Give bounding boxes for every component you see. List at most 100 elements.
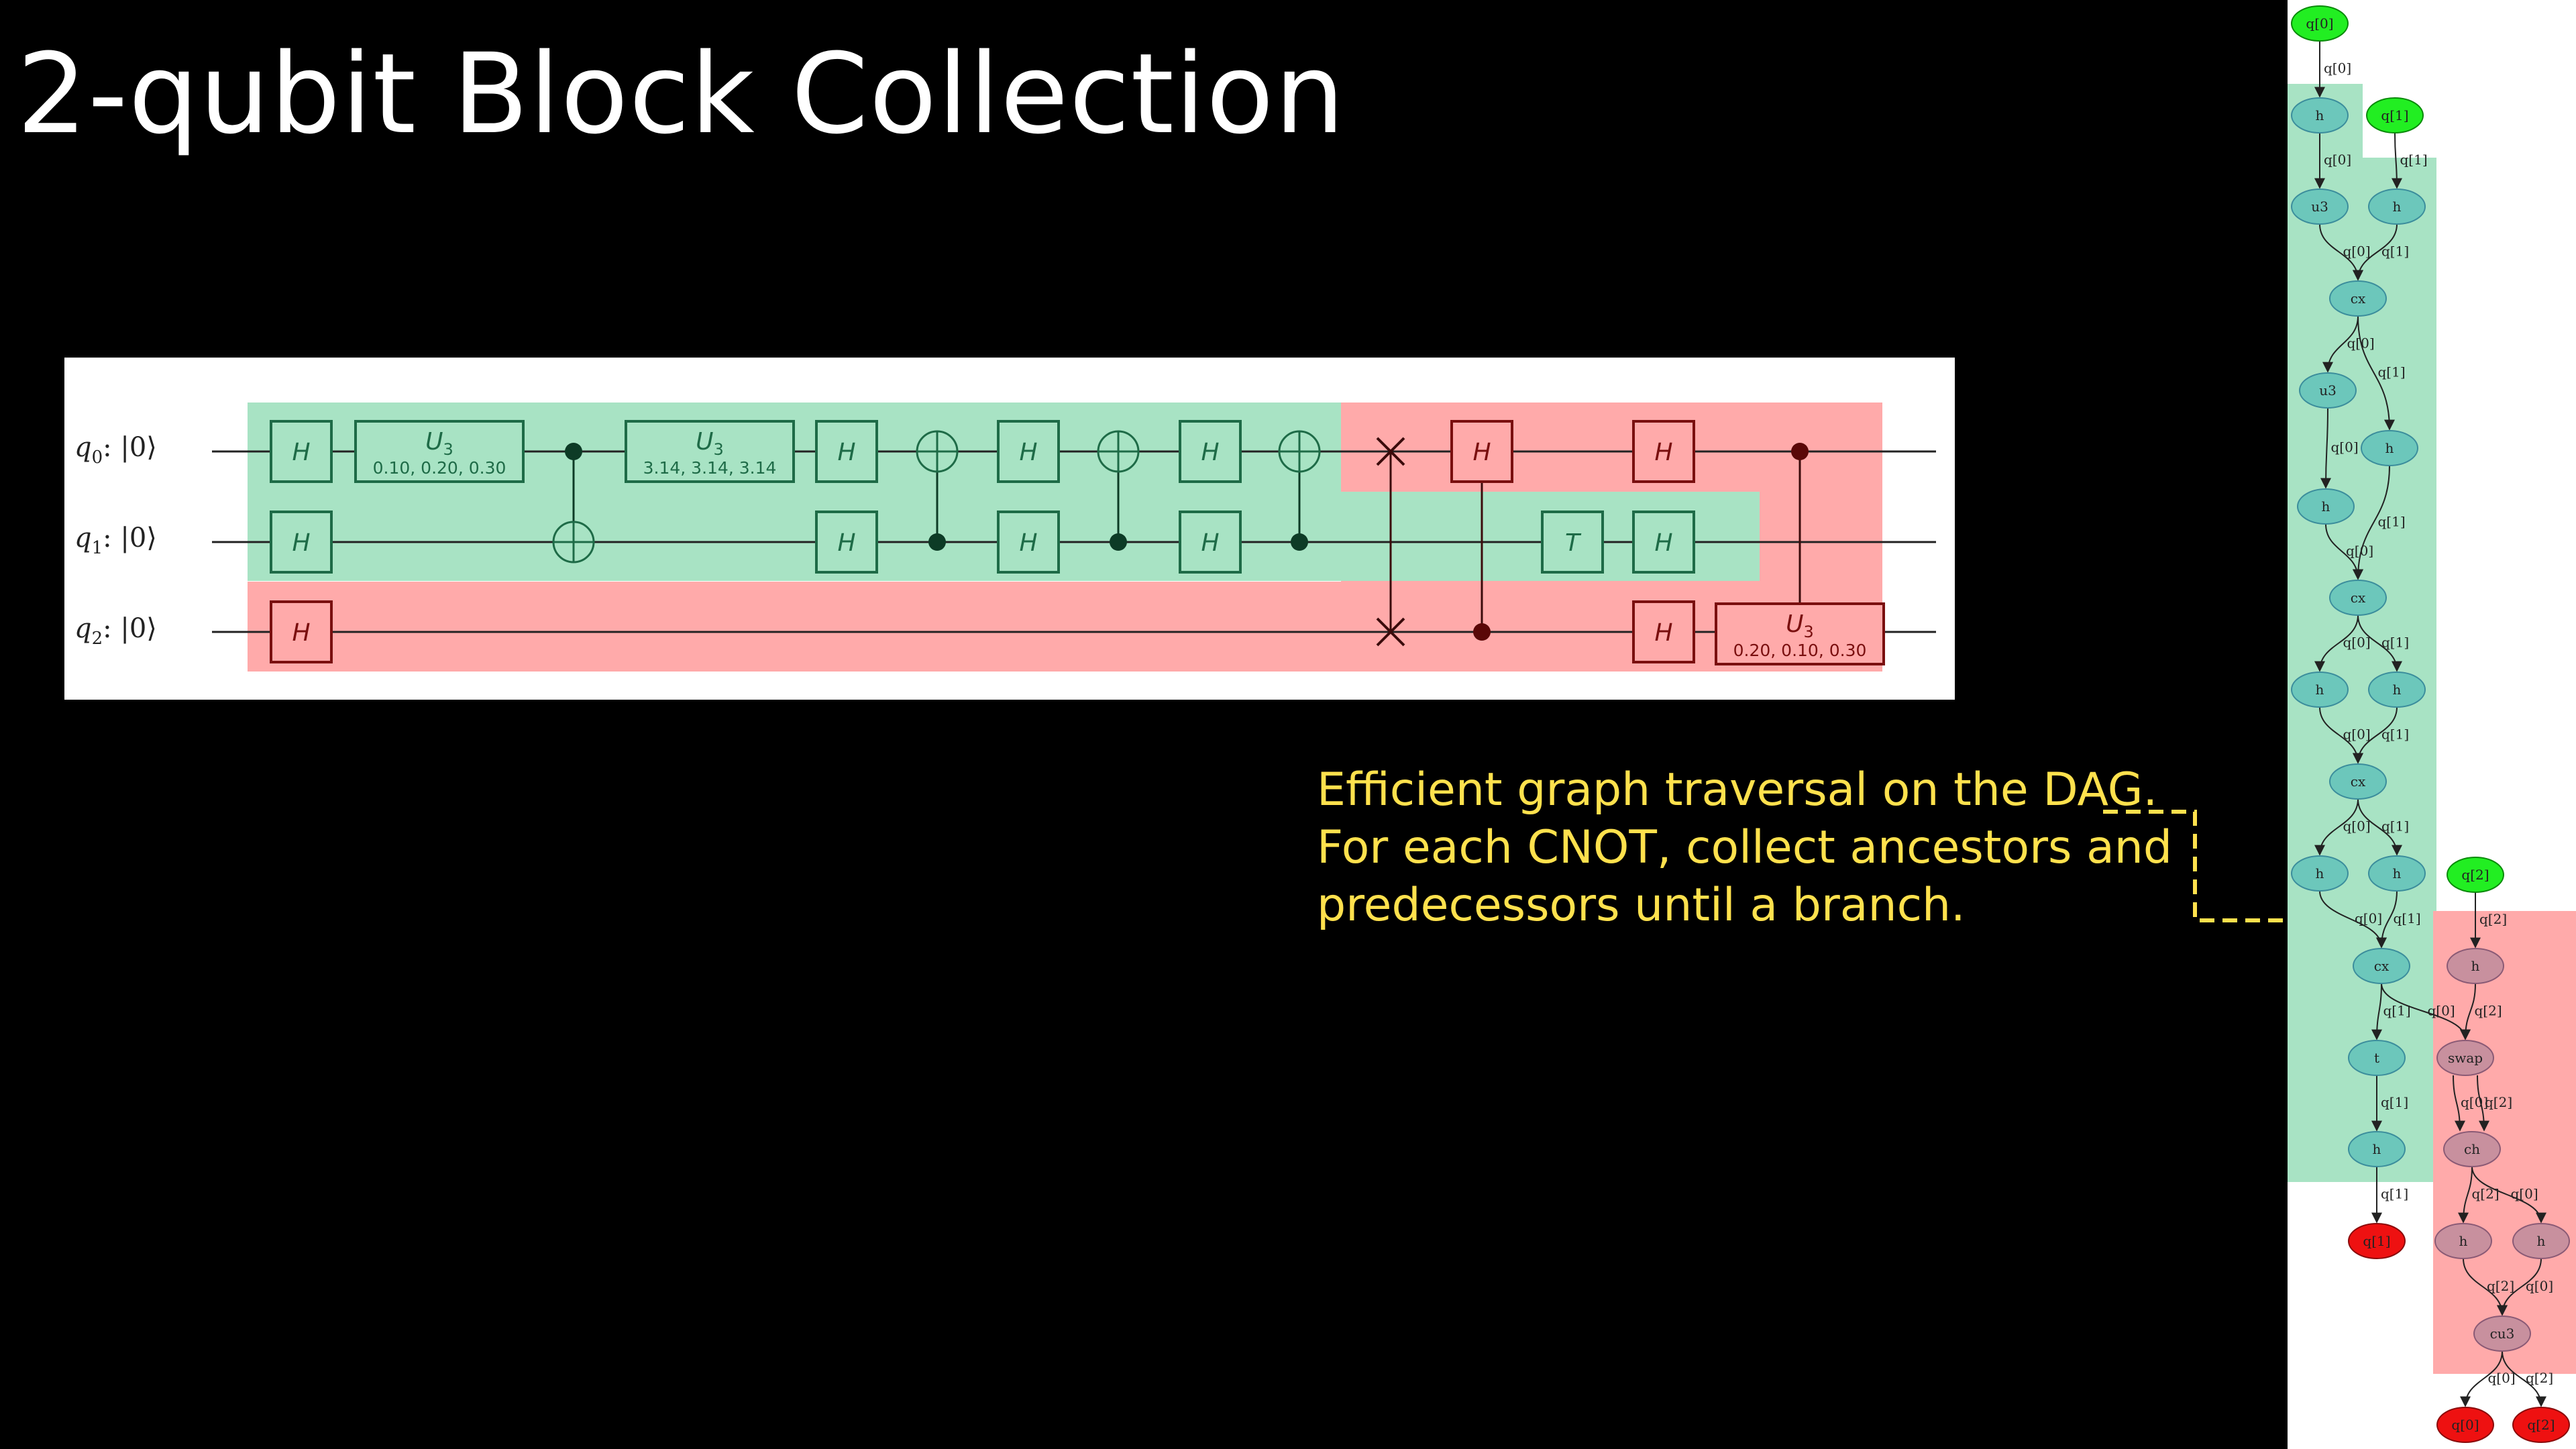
dag-node-h4: h	[2361, 430, 2418, 466]
dag-edge-h8-cx4	[2376, 890, 2398, 949]
dag-node-label: swap	[2448, 1050, 2483, 1066]
dag-node-h9: h	[2348, 1131, 2406, 1167]
dag-edge-label: q[0]	[2343, 818, 2371, 835]
gate-h-q1-d: H	[1179, 511, 1242, 574]
dag-node-out1: q[1]	[2348, 1223, 2406, 1259]
gate-h-q0-f: H	[1632, 420, 1695, 483]
qubit-label-q1: q1: |0⟩	[74, 523, 157, 558]
dag-edge-label: q[1]	[2381, 727, 2409, 743]
ch-control-dot	[1473, 623, 1491, 641]
dag-edge-label: q[0]	[2526, 1278, 2553, 1294]
dag-node-h12: h	[2512, 1223, 2570, 1259]
dag-node-cx3: cx	[2329, 763, 2387, 800]
dag-edge-cu3-out0	[2460, 1350, 2503, 1407]
circuit-diagram: q0: |0⟩ q1: |0⟩ q2: |0⟩	[74, 402, 1936, 672]
gate-u3-q0-a: U30.10, 0.20, 0.30	[354, 420, 525, 483]
swap-cross-q2-icon	[1376, 617, 1405, 647]
svg-text:3.14, 3.14, 3.14: 3.14, 3.14, 3.14	[643, 458, 777, 478]
annotation-caption: Efficient graph traversal on the DAG. Fo…	[1317, 761, 2172, 934]
dag-edge-in1-h2	[2391, 132, 2402, 189]
caption-line-3: predecessors until a branch.	[1317, 879, 1966, 932]
dag-node-label: cu3	[2490, 1326, 2515, 1342]
gate-h-q1-c: H	[997, 511, 1060, 574]
dag-edge-label: q[2]	[2475, 1003, 2502, 1019]
gate-u3-q2: U30.20, 0.10, 0.30	[1715, 602, 1885, 665]
qubit-label-q0: q0: |0⟩	[74, 432, 157, 468]
dag-node-h6: h	[2368, 672, 2426, 708]
dag-node-label: q[2]	[2527, 1417, 2555, 1433]
dag-node-label: h	[2393, 865, 2402, 881]
dag-edge-label: q[1]	[2381, 818, 2409, 835]
cx1-target-icon	[552, 521, 595, 564]
dag-node-label: h	[2385, 440, 2394, 456]
dag-node-h2: h	[2368, 189, 2426, 225]
dag-edge-label: q[0]	[2428, 1003, 2455, 1019]
dag-edge-label: q[1]	[2400, 152, 2428, 168]
cx4-control-dot	[1291, 533, 1308, 551]
gate-u3-q0-b: U33.14, 3.14, 3.14	[625, 420, 795, 483]
dag-node-label: h	[2373, 1141, 2381, 1157]
dag-edge-cx2-h5	[2314, 614, 2359, 672]
gate-h-q0-a: H	[270, 420, 333, 483]
dag-edge-label: q[0]	[2343, 727, 2371, 743]
dag-node-label: h	[2393, 199, 2402, 215]
dag-node-h3: h	[2297, 488, 2355, 525]
svg-text:H: H	[1201, 529, 1219, 557]
gate-h-q1-a: H	[270, 511, 333, 574]
svg-text:U3: U3	[696, 428, 724, 459]
dag-node-u3a: u3	[2291, 189, 2349, 225]
dag-edge-h6-cx3	[2353, 706, 2398, 764]
dag-node-label: q[0]	[2451, 1417, 2479, 1433]
svg-text:H: H	[1019, 439, 1037, 466]
svg-text:H: H	[1019, 529, 1037, 557]
dag-node-label: h	[2316, 682, 2324, 698]
dag-edge-cu3-out2	[2502, 1350, 2546, 1407]
dag-edge-swap-ch	[2453, 1075, 2465, 1132]
dag-edge-swap-ch	[2477, 1075, 2489, 1132]
dag-edge-h10-swap	[2460, 983, 2476, 1040]
dag-node-h8: h	[2368, 855, 2426, 892]
svg-text:H: H	[292, 619, 310, 647]
slide-title: 2-qubit Block Collection	[17, 30, 1346, 158]
dag-edge-label: q[0]	[2511, 1186, 2538, 1202]
dag-edge-label: q[1]	[2381, 635, 2409, 651]
dag-node-out2: q[2]	[2512, 1407, 2570, 1443]
cx1-control-dot	[565, 443, 582, 460]
gate-h-q0-d: H	[1179, 420, 1242, 483]
dag-edge-label: q[2]	[2485, 1094, 2512, 1110]
cx3-target-icon	[1097, 430, 1140, 473]
gate-h-q0-c: H	[997, 420, 1060, 483]
dag-edge-h4-cx2	[2353, 465, 2390, 580]
dag-node-label: q[2]	[2461, 867, 2489, 883]
dag-edge-h12-cu3	[2497, 1258, 2542, 1316]
svg-text:0.20, 0.10, 0.30: 0.20, 0.10, 0.30	[1733, 641, 1867, 660]
dag-node-t1: t	[2348, 1040, 2406, 1076]
dag-edge-cx2-h6	[2357, 614, 2402, 672]
dag-edge-label: q[2]	[2526, 1370, 2553, 1386]
dag-edge-label: q[1]	[2394, 910, 2421, 926]
caption-line-2: For each CNOT, collect ancestors and	[1317, 821, 2172, 874]
dag-node-label: q[1]	[2363, 1233, 2390, 1249]
svg-text:H: H	[837, 529, 855, 557]
gate-h-q2-b: H	[1632, 600, 1695, 663]
dag-node-cx2: cx	[2329, 580, 2387, 616]
dag-edge-cx3-h7	[2314, 798, 2359, 856]
dag-node-h7: h	[2291, 855, 2349, 892]
svg-text:U3: U3	[425, 428, 453, 459]
dag-block-green	[2288, 84, 2436, 1182]
dag-node-label: h	[2322, 498, 2330, 515]
dag-edge-u3b-h3	[2320, 407, 2332, 489]
gate-t-q1: T	[1541, 511, 1604, 574]
dag-node-in0: q[0]	[2291, 5, 2349, 42]
dag-edge-label: q[0]	[2343, 635, 2371, 651]
dag-node-label: t	[2374, 1050, 2379, 1066]
dag-edge-ch-h11	[2458, 1166, 2473, 1224]
dag-panel: q[0] q[0] q[1] q[0] q[1] q[0] q[1] q[0] q[0] q[1]…	[2288, 0, 2576, 1449]
dag-edge-label: q[2]	[2487, 1278, 2514, 1294]
dag-node-out0: q[0]	[2436, 1407, 2494, 1443]
dag-node-label: h	[2471, 958, 2480, 974]
swap-cross-q0-icon	[1376, 437, 1405, 466]
svg-text:H: H	[837, 439, 855, 466]
dag-node-label: ch	[2464, 1141, 2480, 1157]
dag-node-swap: swap	[2436, 1040, 2494, 1076]
